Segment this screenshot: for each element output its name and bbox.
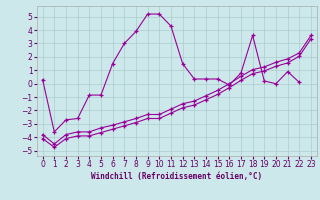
X-axis label: Windchill (Refroidissement éolien,°C): Windchill (Refroidissement éolien,°C) — [91, 172, 262, 181]
